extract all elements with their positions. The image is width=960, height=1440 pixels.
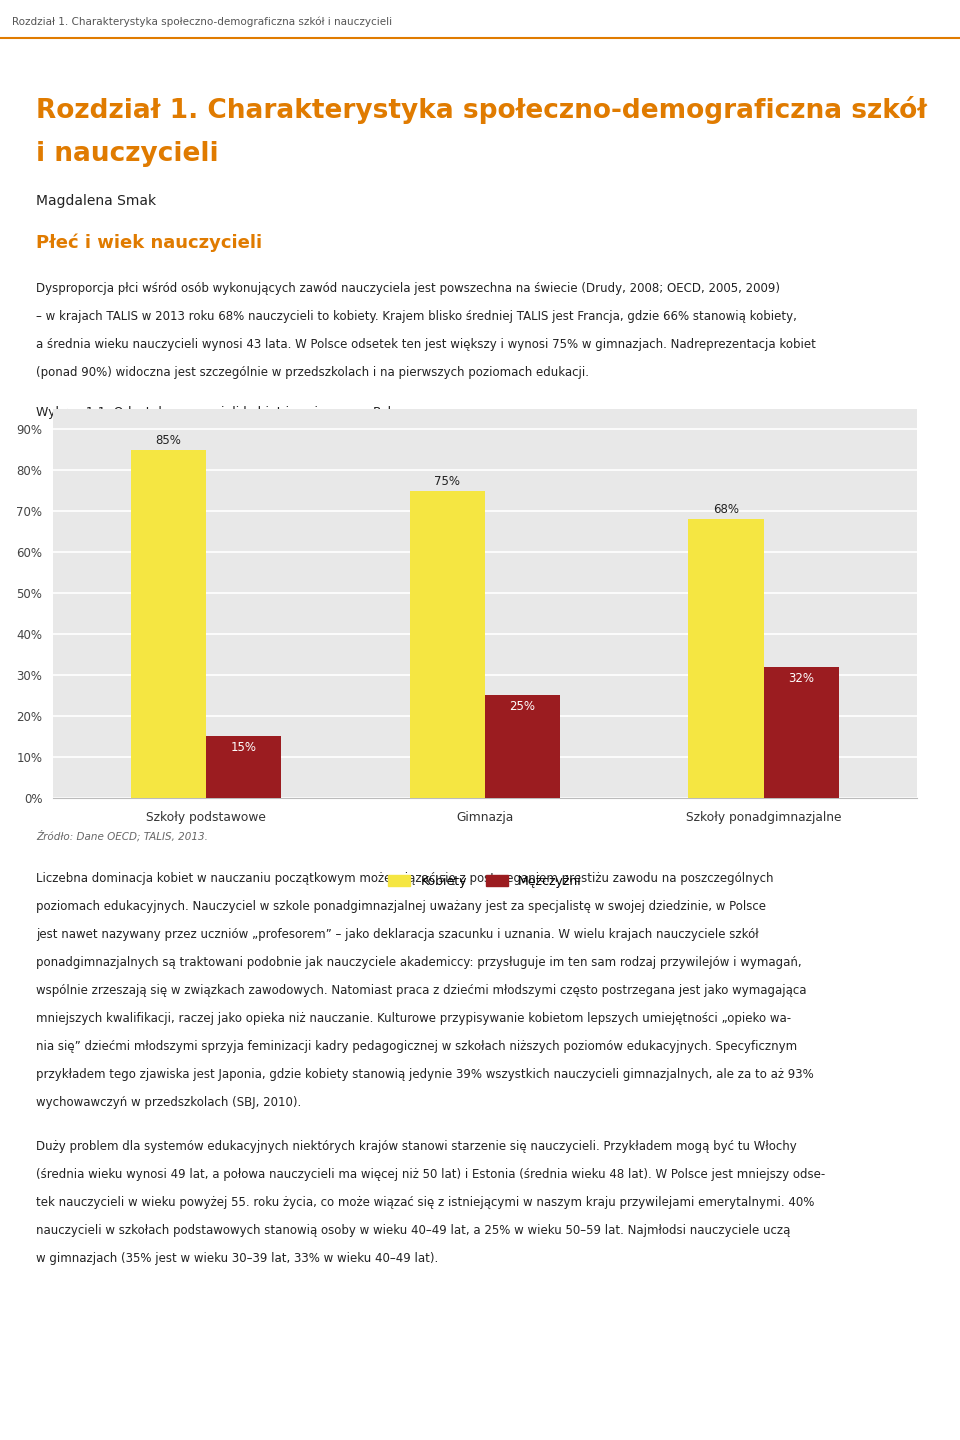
Text: 85%: 85% — [156, 433, 181, 446]
Legend: Kobiety, Mężczyźni: Kobiety, Mężczyźni — [383, 870, 587, 893]
Text: – w krajach TALIS w 2013 roku 68% nauczycieli to kobiety. Krajem blisko średniej: – w krajach TALIS w 2013 roku 68% nauczy… — [36, 311, 798, 324]
Text: wychowawczyń w przedszkolach (SBJ, 2010).: wychowawczyń w przedszkolach (SBJ, 2010)… — [36, 1096, 301, 1109]
Text: ponadgimnazjalnych są traktowani podobnie jak nauczyciele akademiccy: przysługuj: ponadgimnazjalnych są traktowani podobni… — [36, 956, 803, 969]
Bar — [206, 736, 281, 798]
Text: Duży problem dla systemów edukacyjnych niektórych krajów stanowi starzenie się n: Duży problem dla systemów edukacyjnych n… — [36, 1140, 797, 1153]
Text: 15%: 15% — [230, 742, 256, 755]
Text: Dysproporcja płci wśród osób wykonujących zawód nauczyciela jest powszechna na ś: Dysproporcja płci wśród osób wykonującyc… — [36, 282, 780, 295]
Text: (ponad 90%) widoczna jest szczególnie w przedszkolach i na pierwszych poziomach : (ponad 90%) widoczna jest szczególnie w … — [36, 366, 589, 380]
Text: Magdalena Smak: Magdalena Smak — [36, 194, 156, 209]
Text: przykładem tego zjawiska jest Japonia, gdzie kobiety stanowią jedynie 39% wszyst: przykładem tego zjawiska jest Japonia, g… — [36, 1067, 814, 1080]
Text: 68%: 68% — [713, 503, 739, 516]
Text: Rozdział 1. Charakterystyka społeczno-demograficzna szkół i nauczycieli: Rozdział 1. Charakterystyka społeczno-de… — [12, 17, 392, 27]
Bar — [410, 491, 485, 798]
Bar — [688, 520, 763, 798]
Text: i nauczycieli: i nauczycieli — [36, 141, 219, 167]
Text: 25%: 25% — [510, 700, 536, 713]
Text: jest nawet nazywany przez uczniów „profesorem” – jako deklaracja szacunku i uzna: jest nawet nazywany przez uczniów „profe… — [36, 927, 759, 940]
Text: 32%: 32% — [788, 671, 814, 684]
Text: mniejszych kwalifikacji, raczej jako opieka niż nauczanie. Kulturowe przypisywan: mniejszych kwalifikacji, raczej jako opi… — [36, 1012, 792, 1025]
Text: nauczycieli w szkołach podstawowych stanowią osoby w wieku 40–49 lat, a 25% w wi: nauczycieli w szkołach podstawowych stan… — [36, 1224, 791, 1237]
Bar — [131, 449, 206, 798]
Text: Płeć i wiek nauczycieli: Płeć i wiek nauczycieli — [36, 233, 263, 252]
Text: (średnia wieku wynosi 49 lat, a połowa nauczycieli ma więcej niż 50 lat) i Eston: (średnia wieku wynosi 49 lat, a połowa n… — [36, 1168, 826, 1181]
Text: Wykres 1.1. Odsetek nauczycieli kobiet i mężczyzn w Polsce: Wykres 1.1. Odsetek nauczycieli kobiet i… — [36, 406, 413, 419]
Bar — [763, 667, 839, 798]
Text: Liczebna dominacja kobiet w nauczaniu początkowym może wiązać się z postrzeganie: Liczebna dominacja kobiet w nauczaniu po… — [36, 871, 774, 884]
Text: a średnia wieku nauczycieli wynosi 43 lata. W Polsce odsetek ten jest większy i : a średnia wieku nauczycieli wynosi 43 la… — [36, 338, 816, 351]
Text: Rozdział 1. Charakterystyka społeczno-demograficzna szkół: Rozdział 1. Charakterystyka społeczno-de… — [36, 96, 927, 124]
Bar — [485, 696, 560, 798]
Text: nia się” dziećmi młodszymi sprzyja feminizacji kadry pedagogicznej w szkołach ni: nia się” dziećmi młodszymi sprzyja femin… — [36, 1040, 798, 1053]
Text: Źródło: Dane OECD; TALIS, 2013.: Źródło: Dane OECD; TALIS, 2013. — [36, 829, 208, 841]
Text: 13: 13 — [879, 1398, 902, 1416]
Text: tek nauczycieli w wieku powyżej 55. roku życia, co może wiązać się z istniejącym: tek nauczycieli w wieku powyżej 55. roku… — [36, 1197, 815, 1210]
Text: 75%: 75% — [434, 475, 460, 488]
Text: w gimnazjach (35% jest w wieku 30–39 lat, 33% w wieku 40–49 lat).: w gimnazjach (35% jest w wieku 30–39 lat… — [36, 1253, 439, 1266]
Text: wspólnie zrzeszają się w związkach zawodowych. Natomiast praca z dziećmi młodszy: wspólnie zrzeszają się w związkach zawod… — [36, 984, 807, 996]
Text: poziomach edukacyjnych. Nauczyciel w szkole ponadgimnazjalnej uważany jest za sp: poziomach edukacyjnych. Nauczyciel w szk… — [36, 900, 766, 913]
